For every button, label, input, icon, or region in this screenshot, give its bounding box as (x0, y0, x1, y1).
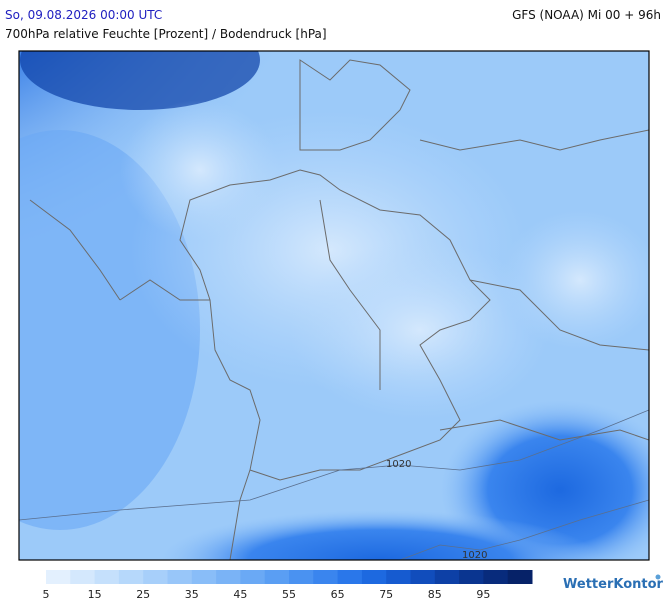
legend-swatch (410, 570, 436, 584)
legend-swatch (167, 570, 193, 584)
legend-swatch (434, 570, 460, 584)
isobar-label: 1020 (462, 550, 487, 561)
legend-swatch (337, 570, 363, 584)
map-frame (18, 50, 650, 561)
legend-swatch (216, 570, 241, 584)
legend-tick-label: 65 (331, 588, 345, 600)
legend-swatch (507, 570, 533, 584)
legend-tick-label: 15 (88, 588, 102, 600)
legend-swatch (143, 570, 168, 584)
legend-swatch (459, 570, 484, 584)
legend-swatch (240, 570, 266, 584)
legend-tick-label: 75 (379, 588, 393, 600)
legend-tick-label: 55 (282, 588, 296, 600)
legend-swatch (361, 570, 387, 584)
legend-swatch (313, 570, 339, 584)
legend-swatch (94, 570, 120, 584)
legend-swatch (386, 570, 411, 584)
legend-swatch (191, 570, 217, 584)
legend-tick-label: 35 (185, 588, 199, 600)
color-legend: 5 15 25 35 45 55 65 75 85 95 (43, 570, 533, 600)
legend-tick-label: 45 (233, 588, 247, 600)
subtitle: 700hPa relative Feuchte [Prozent] / Bode… (5, 27, 327, 41)
valid-time: So, 09.08.2026 00:00 UTC (5, 8, 162, 22)
legend-swatch (289, 570, 314, 584)
legend-swatch (70, 570, 96, 584)
model-run: GFS (NOAA) Mi 00 + 96h (512, 8, 661, 22)
legend-swatch (264, 570, 290, 584)
legend-swatch (483, 570, 509, 584)
logo-icon (655, 574, 661, 580)
isobar-label: 1020 (386, 459, 411, 470)
legend-swatch (46, 570, 71, 584)
legend-swatch (118, 570, 144, 584)
legend-tick-label: 85 (428, 588, 442, 600)
legend-tick-label: 95 (476, 588, 490, 600)
legend-tick-label: 25 (136, 588, 150, 600)
legend-tick-label: 5 (43, 588, 50, 600)
logo: WetterKontor (563, 577, 664, 592)
